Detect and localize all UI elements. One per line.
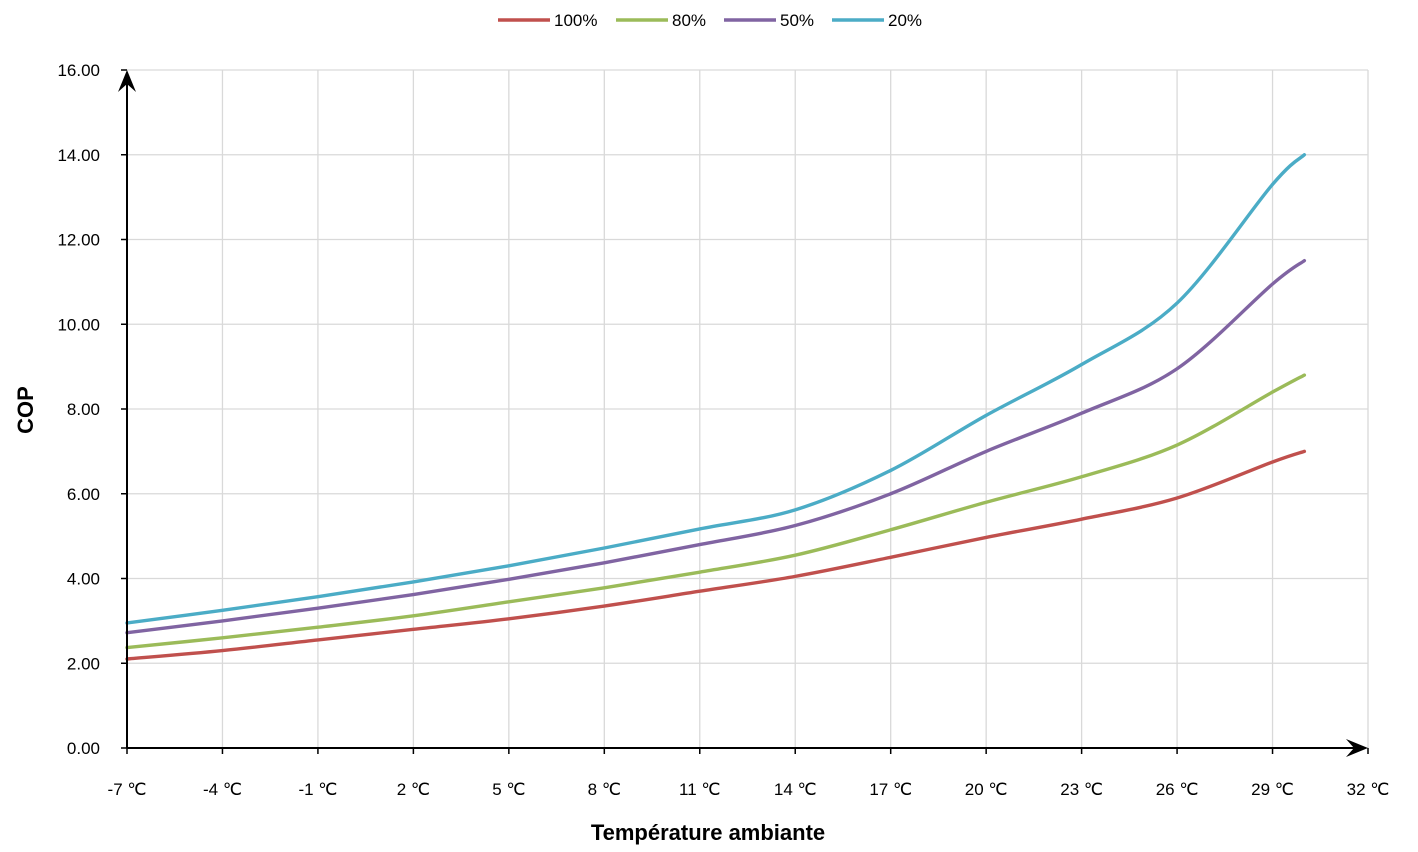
legend-label: 20%: [888, 11, 922, 30]
legend-label: 100%: [554, 11, 597, 30]
legend-label: 80%: [672, 11, 706, 30]
y-tick-label: 14.00: [57, 146, 100, 165]
y-tick-label: 4.00: [67, 570, 100, 589]
legend-item: 80%: [616, 11, 706, 30]
gridlines: [127, 69, 1369, 748]
legend: 100% 80% 50% 20%: [498, 11, 922, 30]
x-axis-title: Température ambiante: [591, 820, 825, 845]
axes: [118, 69, 1369, 757]
y-tick-label: 10.00: [57, 315, 100, 334]
x-tick-label: 2 ℃: [397, 780, 430, 799]
y-tick-label: 2.00: [67, 654, 100, 673]
y-tick-label: 12.00: [57, 231, 100, 250]
y-tick-label: 0.00: [67, 739, 100, 758]
legend-item: 100%: [498, 11, 597, 30]
y-tick-label: 8.00: [67, 400, 100, 419]
y-axis-arrow: [118, 70, 136, 92]
x-tick-label: 8 ℃: [588, 780, 621, 799]
series-lines: [125, 153, 1307, 661]
x-tick-label: 23 ℃: [1060, 780, 1103, 799]
x-tick-label: 20 ℃: [965, 780, 1008, 799]
x-tick-label: 5 ℃: [492, 780, 525, 799]
series-line-80pct: [125, 373, 1307, 650]
series-line-100pct: [125, 449, 1307, 661]
x-tick-label: 32 ℃: [1347, 780, 1390, 799]
y-tick-label: 16.00: [57, 61, 100, 80]
y-tick-label: 6.00: [67, 485, 100, 504]
x-tick-label: -7 ℃: [108, 780, 147, 799]
tick-labels: -7 ℃ -4 ℃ -1 ℃ 2 ℃ 5 ℃ 8 ℃ 11 ℃ 14 ℃ 17 ℃ 20 ℃ 23 …: [57, 61, 1389, 799]
x-axis-arrow: [1346, 739, 1368, 757]
x-tick-label: -4 ℃: [203, 780, 242, 799]
x-tick-label: 17 ℃: [869, 780, 912, 799]
y-axis-title: COP: [13, 386, 38, 434]
x-tick-label: -1 ℃: [298, 780, 337, 799]
x-tick-label: 29 ℃: [1251, 780, 1294, 799]
series-line-50pct: [125, 258, 1307, 635]
legend-label: 50%: [780, 11, 814, 30]
series-line-20pct: [125, 153, 1307, 625]
legend-item: 50%: [724, 11, 814, 30]
legend-item: 20%: [832, 11, 922, 30]
x-tick-label: 11 ℃: [679, 780, 720, 799]
x-tick-label: 14 ℃: [774, 780, 817, 799]
x-tick-label: 26 ℃: [1156, 780, 1199, 799]
